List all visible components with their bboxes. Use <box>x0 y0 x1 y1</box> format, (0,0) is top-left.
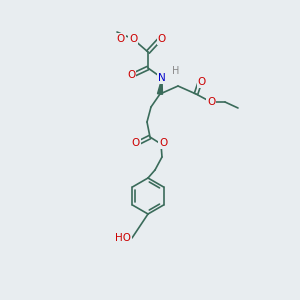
Text: O: O <box>198 77 206 87</box>
Text: O: O <box>158 34 166 44</box>
Text: N: N <box>158 73 166 83</box>
Text: O: O <box>159 138 167 148</box>
Text: HO: HO <box>115 233 131 243</box>
Polygon shape <box>158 78 163 94</box>
Text: O: O <box>129 34 137 44</box>
Text: O: O <box>207 97 215 107</box>
Text: O: O <box>127 70 135 80</box>
Text: O: O <box>132 138 140 148</box>
Text: H: H <box>172 66 180 76</box>
Text: O: O <box>117 34 125 44</box>
